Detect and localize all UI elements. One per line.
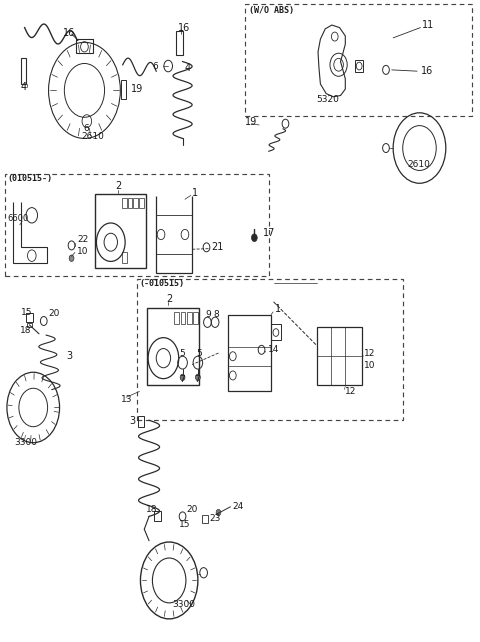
Text: 2: 2 <box>116 182 122 191</box>
Circle shape <box>195 374 200 381</box>
Bar <box>27 323 32 327</box>
Text: 5: 5 <box>196 349 202 358</box>
Text: 9: 9 <box>205 310 211 319</box>
Bar <box>176 31 183 55</box>
Text: 7: 7 <box>179 376 184 385</box>
Text: 13: 13 <box>121 395 133 404</box>
Text: 2610: 2610 <box>408 160 431 169</box>
Bar <box>122 198 127 208</box>
Text: 12: 12 <box>364 349 376 358</box>
Text: (W/O ABS): (W/O ABS) <box>249 6 294 15</box>
Text: 6600: 6600 <box>8 214 29 223</box>
Bar <box>21 58 26 84</box>
Bar <box>147 308 199 385</box>
Text: 1: 1 <box>192 188 198 198</box>
Text: 10: 10 <box>364 361 376 370</box>
Text: 7: 7 <box>194 376 200 385</box>
Bar <box>174 312 179 324</box>
Circle shape <box>180 374 185 381</box>
Text: 6: 6 <box>83 125 89 134</box>
Text: 19: 19 <box>245 117 257 127</box>
Bar <box>121 80 126 100</box>
Text: 17: 17 <box>263 228 276 238</box>
Text: 6: 6 <box>152 62 157 71</box>
Text: 5: 5 <box>179 349 185 358</box>
Text: 4: 4 <box>21 82 27 92</box>
Text: 24: 24 <box>233 502 244 511</box>
Text: 2610: 2610 <box>81 132 104 141</box>
Text: 11: 11 <box>422 20 434 30</box>
Bar <box>180 312 185 324</box>
Text: 16: 16 <box>63 28 75 38</box>
Text: 18: 18 <box>146 505 157 514</box>
Bar <box>96 194 146 268</box>
Text: 21: 21 <box>211 242 224 252</box>
Text: 20: 20 <box>186 505 198 514</box>
Text: 8: 8 <box>214 310 219 319</box>
Bar <box>193 312 198 324</box>
Bar <box>139 198 144 208</box>
Bar <box>128 198 132 208</box>
Text: 18: 18 <box>20 326 31 335</box>
Bar <box>133 198 138 208</box>
Bar <box>317 327 362 385</box>
Text: (010515-): (010515-) <box>8 173 53 182</box>
Bar <box>202 515 208 523</box>
Circle shape <box>69 255 74 261</box>
Bar <box>271 324 281 340</box>
Text: 16: 16 <box>421 66 433 76</box>
Text: (-010515): (-010515) <box>140 279 184 288</box>
Text: 5320: 5320 <box>317 96 339 105</box>
Circle shape <box>252 234 257 241</box>
Text: 3: 3 <box>129 416 135 426</box>
Text: 3300: 3300 <box>14 438 37 447</box>
Text: 10: 10 <box>77 247 89 256</box>
Bar <box>228 315 271 392</box>
Text: 23: 23 <box>209 514 220 523</box>
Text: 3300: 3300 <box>172 600 195 609</box>
Bar <box>25 313 33 322</box>
Text: 15: 15 <box>21 308 32 317</box>
Bar <box>138 416 144 428</box>
Bar <box>76 39 93 53</box>
Text: 2: 2 <box>166 293 172 304</box>
Circle shape <box>216 509 221 516</box>
Text: 4: 4 <box>185 63 191 73</box>
Text: 3: 3 <box>67 351 73 361</box>
Text: 14: 14 <box>268 345 279 354</box>
Bar <box>122 252 127 263</box>
Text: 1: 1 <box>275 304 281 315</box>
Text: 15: 15 <box>179 519 191 528</box>
Bar <box>187 312 192 324</box>
Text: 22: 22 <box>77 234 88 243</box>
Bar <box>154 510 160 521</box>
Text: 12: 12 <box>345 387 357 396</box>
Text: 16: 16 <box>178 22 190 33</box>
Text: 20: 20 <box>48 309 60 318</box>
Bar <box>355 60 363 73</box>
Text: 19: 19 <box>132 84 144 94</box>
